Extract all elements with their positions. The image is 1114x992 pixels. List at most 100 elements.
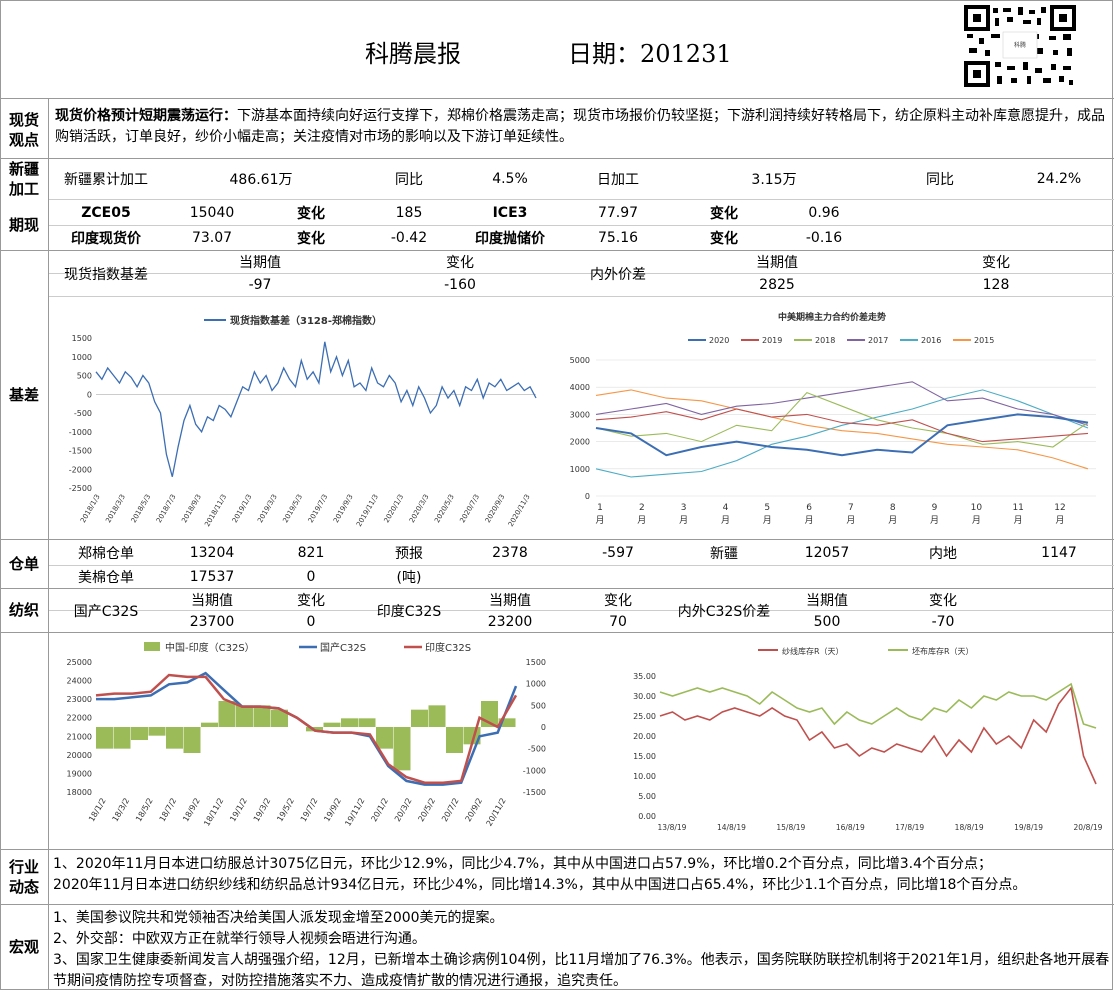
series-line-2015 xyxy=(595,389,1089,470)
y-tick-label: 19000 xyxy=(67,769,92,778)
xj-cum-value: 486.61万 xyxy=(229,172,293,188)
diff-bar xyxy=(393,727,411,771)
india-reserve-value: 75.16 xyxy=(597,230,639,246)
diff-bar xyxy=(96,727,113,749)
macro-line-1: 1、美国参议院共和党领袖否决给美国人派发现金增至2000美元的提案。 xyxy=(53,910,504,926)
x-tick-label: 2019/3/3 xyxy=(256,493,279,524)
ice-chg: 0.96 xyxy=(808,204,840,221)
basis-label: 现货指数基差 xyxy=(64,266,148,283)
y-tick-label: 25.00 xyxy=(633,712,656,721)
c32s-spread-cur-label: 当期值 xyxy=(806,592,848,609)
legend-swatch xyxy=(144,642,160,651)
c32s-spread-cur: 500 xyxy=(813,613,841,630)
series-line-2018 xyxy=(595,391,1089,448)
x-tick-label: 11 xyxy=(1012,503,1023,513)
y-tick-label: 18000 xyxy=(67,788,92,797)
y-tick-label: 2000 xyxy=(570,438,590,447)
forecast-label: 预报 xyxy=(395,546,423,562)
x-tick-label: 2020/7/3 xyxy=(458,493,481,524)
india-spot-chg-label: 变化 xyxy=(297,231,325,247)
qr-code-icon: 科腾 xyxy=(963,4,1077,88)
x-tick-label: 1 xyxy=(597,503,603,513)
x-tick-label: 18/11/2 xyxy=(202,797,225,828)
y-tick-label: 25000 xyxy=(67,658,92,667)
x-tick-label: 12 xyxy=(1054,503,1065,513)
y-tick-label: 0 xyxy=(87,390,92,399)
x-tick-label: 19/3/2 xyxy=(252,797,273,824)
report-date: 日期：201231 xyxy=(568,40,732,68)
x-tick-label: 2020/1/3 xyxy=(383,493,406,524)
y-tick-label: 20.00 xyxy=(633,732,656,741)
x-tick-label: 20/5/2 xyxy=(416,797,437,824)
spread-cur-label: 当期值 xyxy=(756,255,798,271)
diff-bar xyxy=(253,705,271,727)
macro-line-3: 3、国家卫生健康委新闻发言人胡强强介绍，12月，已新增本土确诊病例104例，比1… xyxy=(53,952,1110,989)
zce-value: 15040 xyxy=(189,204,235,221)
series-line-2017 xyxy=(595,381,1089,426)
x-tick-label: 10 xyxy=(971,503,983,513)
x-tick-unit: 月 xyxy=(930,515,939,526)
x-tick-label: 2018/11/3 xyxy=(203,493,228,528)
yarn-price-chart: 中国-印度（C32S） 国产C32S 印度C32S 25000 24000 23000 22… xyxy=(67,641,546,828)
y-tick-label: -1500 xyxy=(69,447,92,456)
diff-bar xyxy=(376,727,393,749)
diff-bar xyxy=(166,727,183,749)
legend-label: 印度C32S xyxy=(425,641,471,654)
india-cur-label: 当期值 xyxy=(489,592,531,609)
x-tick-label: 20/7/2 xyxy=(440,797,461,824)
basis-cur: -97 xyxy=(248,277,272,293)
c32s-spread-label: 内外C32S价差 xyxy=(677,603,771,620)
y-tick-label: -2000 xyxy=(69,465,92,474)
xinjiang-wh-value: 12057 xyxy=(804,545,850,561)
x-tick-label: 2020/9/3 xyxy=(484,493,507,524)
x-tick-label: 13/8/19 xyxy=(658,823,687,832)
diff-bar xyxy=(148,727,166,736)
legend-label: 现货指数基差（3128-郑棉指数） xyxy=(230,314,382,327)
domestic-cur-label: 当期值 xyxy=(191,592,233,609)
diff-bar xyxy=(236,705,253,727)
diff-bar xyxy=(271,709,288,727)
domestic-chg: 0 xyxy=(306,613,316,630)
diff-bar xyxy=(131,727,148,740)
x-tick-label: 9 xyxy=(932,503,938,513)
inland-value: 1147 xyxy=(1041,545,1077,561)
x-tick-label: 19/11/2 xyxy=(343,797,366,828)
ice-value: 77.97 xyxy=(597,204,639,221)
inland-label: 内地 xyxy=(929,546,957,562)
y-tick-label: 0.00 xyxy=(638,812,656,821)
spread-chg: 128 xyxy=(982,277,1010,293)
x-tick-unit: 月 xyxy=(846,515,855,526)
section-macro-label: 宏观 xyxy=(8,938,39,956)
ice-label: ICE3 xyxy=(492,204,528,221)
x-tick-label: 18/8/19 xyxy=(955,823,984,832)
xj-yoy2-value: 24.2% xyxy=(1036,171,1082,187)
section-warehouse-label: 仓单 xyxy=(8,554,39,573)
diff-bar xyxy=(341,718,358,727)
x-tick-label: 2020/11/3 xyxy=(507,493,532,528)
x-tick-label: 2019/11/3 xyxy=(355,493,380,528)
y-tick-label: 5.00 xyxy=(638,792,656,801)
diff-bar xyxy=(183,727,201,753)
c32s-spread-chg: -70 xyxy=(931,613,955,630)
usmian-value: 17537 xyxy=(189,569,235,585)
x-tick-label: 19/9/2 xyxy=(322,797,343,824)
domestic-cur: 23700 xyxy=(189,613,235,630)
legend-label: 2016 xyxy=(921,336,941,345)
y2-tick-label: 0 xyxy=(541,723,546,732)
xj-cum-label: 新疆累计加工 xyxy=(64,172,148,188)
india-reserve-label: 印度抛储价 xyxy=(475,231,545,247)
x-tick-label: 16/8/19 xyxy=(836,823,865,832)
y-tick-label: 5000 xyxy=(570,356,590,365)
section-basis-label: 基差 xyxy=(8,385,39,404)
x-tick-unit: 月 xyxy=(1014,515,1023,526)
y-tick-label: 15.00 xyxy=(633,752,656,761)
series-line-2019 xyxy=(595,408,1089,443)
india-reserve-chg-label: 变化 xyxy=(710,231,738,247)
zhengmian-chg: 821 xyxy=(297,545,325,561)
india-cur: 23200 xyxy=(487,613,533,630)
x-tick-label: 18/5/2 xyxy=(134,797,155,824)
zce-label: ZCE05 xyxy=(81,204,131,221)
x-tick-label: 2020/5/3 xyxy=(433,493,456,524)
y-tick-label: 1500 xyxy=(72,334,92,343)
x-tick-label: 19/7/2 xyxy=(299,797,320,824)
